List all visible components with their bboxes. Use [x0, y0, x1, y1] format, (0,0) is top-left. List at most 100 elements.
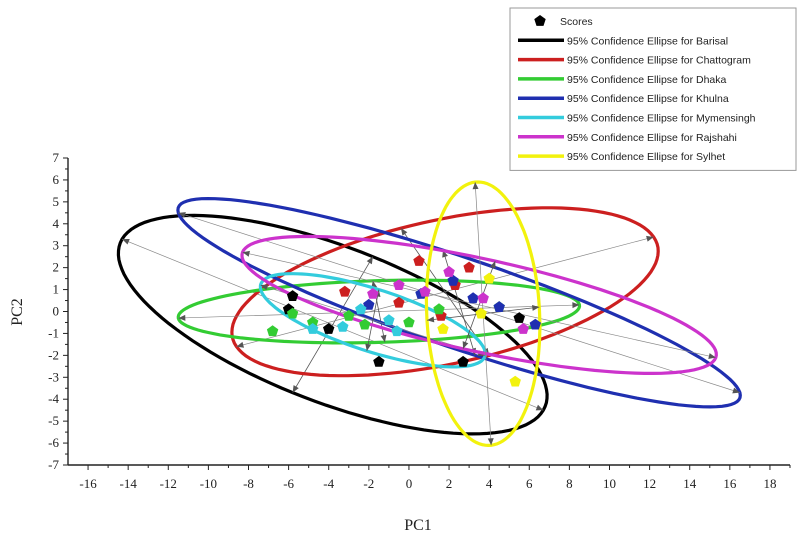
x-tick-label: 12 — [643, 476, 656, 491]
x-tick-label: -8 — [243, 476, 254, 491]
x-tick-label: 18 — [763, 476, 776, 491]
ellipse-minor-axis-4 — [366, 289, 380, 352]
score-point-3-5 — [467, 292, 479, 304]
score-point-0-1 — [323, 323, 335, 334]
score-point-2-4 — [403, 316, 415, 328]
legend-label-scores: Scores — [560, 16, 593, 28]
score-point-4-1 — [383, 314, 395, 326]
y-tick-label: 3 — [53, 238, 60, 253]
x-tick-label: 14 — [683, 476, 697, 491]
y-tick-label: 4 — [53, 216, 60, 231]
score-point-1-5 — [393, 296, 405, 308]
score-point-0-0 — [286, 290, 299, 301]
axis-arrowhead-1-0 — [236, 341, 244, 348]
axis-arrowhead-5-2 — [489, 261, 496, 269]
legend: Scores 95% Confidence Ellipse for Barisal… — [509, 7, 797, 171]
y-tick-label: -3 — [48, 369, 59, 384]
x-tick-label: 8 — [566, 476, 573, 491]
axis-arrowhead-6-0 — [472, 182, 479, 190]
legend-box — [509, 7, 797, 171]
score-point-5-0 — [367, 288, 379, 299]
x-tick-label: 0 — [406, 476, 413, 491]
x-tick-label: -2 — [363, 476, 374, 491]
x-tick-label: 10 — [603, 476, 616, 491]
x-tick-label: 6 — [526, 476, 533, 491]
axis-arrowhead-3-0 — [178, 212, 186, 218]
ellipse-minor-axis-1 — [400, 227, 490, 356]
y-tick-label: -7 — [48, 457, 59, 472]
score-point-5-5 — [393, 279, 405, 290]
score-point-5-4 — [443, 266, 455, 277]
ellipse-6 — [424, 180, 542, 448]
axis-arrowhead-5-1 — [708, 353, 716, 359]
score-point-3-4 — [447, 274, 459, 286]
score-point-0-3 — [457, 355, 469, 367]
x-tick-label: 4 — [486, 476, 493, 491]
axis-arrowhead-5-3 — [462, 341, 469, 349]
y-tick-label: -6 — [48, 435, 59, 450]
x-tick-label: -10 — [200, 476, 217, 491]
axis-arrowhead-0-0 — [122, 238, 130, 245]
legend-symbol-scores — [534, 15, 546, 26]
score-point-6-3 — [475, 307, 487, 319]
ellipses-layer — [116, 180, 742, 448]
legend-label-5: 95% Confidence Ellipse for Rajshahi — [567, 132, 737, 144]
axis-arrowhead-1-1 — [646, 235, 654, 242]
score-point-4-0 — [337, 320, 349, 332]
score-point-5-2 — [477, 292, 489, 304]
axis-arrowhead-4-3 — [365, 343, 372, 351]
y-tick-label: 6 — [53, 172, 60, 187]
score-point-6-0 — [483, 272, 495, 284]
score-point-0-2 — [373, 355, 385, 367]
score-point-4-2 — [355, 303, 367, 315]
y-tick-label: -4 — [48, 391, 59, 406]
y-tick-label: -2 — [48, 347, 59, 362]
ellipse-minor-axis-0 — [292, 256, 374, 393]
legend-label-4: 95% Confidence Ellipse for Mymensingh — [567, 113, 756, 125]
axis-arrowhead-2-1 — [572, 302, 580, 309]
axis-arrowhead-6-1 — [487, 438, 494, 446]
y-tick-label: 1 — [53, 282, 60, 297]
score-point-3-3 — [363, 298, 375, 310]
axis-arrowhead-6-3 — [426, 316, 435, 323]
score-point-4-3 — [307, 323, 319, 334]
y-tick-label: 5 — [53, 194, 60, 209]
x-tick-label: -16 — [79, 476, 97, 491]
score-point-4-4 — [391, 325, 403, 337]
x-tick-label: 16 — [723, 476, 737, 491]
score-point-2-0 — [266, 325, 279, 337]
ellipse-3 — [176, 196, 742, 409]
x-tick-label: 2 — [446, 476, 453, 491]
x-tick-label: -12 — [160, 476, 177, 491]
x-axis-title: PC1 — [404, 517, 432, 534]
axis-arrowhead-0-3 — [292, 385, 299, 393]
score-point-3-1 — [493, 301, 505, 312]
legend-label-3: 95% Confidence Ellipse for Khulna — [567, 93, 729, 105]
legend-label-1: 95% Confidence Ellipse for Chattogram — [567, 55, 751, 67]
score-point-1-3 — [339, 285, 351, 297]
score-point-2-7 — [343, 309, 355, 321]
y-tick-label: -5 — [48, 413, 59, 428]
score-point-2-5 — [433, 303, 445, 315]
axis-arrowhead-1-2 — [400, 228, 408, 236]
axis-arrowhead-5-0 — [242, 250, 250, 257]
score-point-2-1 — [286, 307, 299, 319]
score-point-0-4 — [513, 312, 525, 323]
score-point-1-1 — [463, 261, 475, 273]
score-point-3-2 — [529, 318, 541, 330]
y-tick-label: 2 — [53, 260, 60, 275]
y-tick-label: -1 — [48, 325, 59, 340]
axis-arrowhead-2-2 — [380, 334, 387, 343]
axis-arrowhead-6-2 — [532, 304, 540, 311]
score-point-2-3 — [359, 318, 371, 330]
score-point-6-2 — [437, 323, 449, 334]
score-point-1-0 — [413, 255, 425, 266]
score-point-5-1 — [419, 285, 431, 297]
y-tick-label: 0 — [53, 304, 60, 319]
score-point-5-3 — [517, 323, 529, 334]
x-tick-label: -14 — [119, 476, 137, 491]
axis-arrowhead-0-1 — [535, 404, 544, 411]
axis-arrowhead-4-0 — [260, 284, 269, 291]
